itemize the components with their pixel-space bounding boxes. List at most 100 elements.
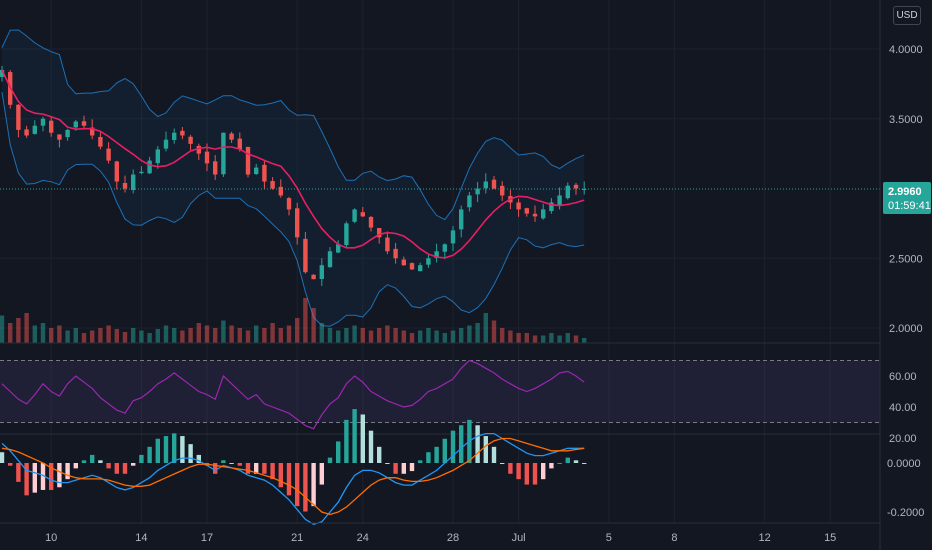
volume-bar <box>204 325 210 343</box>
candle-body <box>254 167 259 175</box>
macd-signal-line <box>1 437 585 516</box>
volume-bar <box>500 328 505 343</box>
candle-body <box>336 244 341 253</box>
candle-body <box>237 138 242 150</box>
volume-bar <box>409 333 415 343</box>
volume-bar <box>385 325 390 343</box>
candle-body <box>106 148 111 161</box>
candle-body <box>450 230 456 244</box>
volume-bar <box>377 328 382 343</box>
currency-button[interactable]: USD <box>893 6 921 25</box>
volume-bar <box>180 330 185 343</box>
volume-bar <box>541 335 546 343</box>
candle-body <box>147 160 152 174</box>
volume-bar <box>360 328 365 343</box>
macd-histogram-bar <box>295 463 300 507</box>
macd-pane[interactable] <box>0 409 587 526</box>
volume-bar <box>139 330 144 343</box>
volume-bar <box>327 328 333 343</box>
candle-body <box>221 132 226 175</box>
time-tick-label: 14 <box>135 532 147 544</box>
time-axis-labels[interactable]: 10 14 17 21 24 28 Jul 5 8 12 15 <box>45 532 836 544</box>
candle-body <box>188 136 193 144</box>
volume-bar <box>40 323 46 343</box>
macd-histogram-bar <box>229 463 234 464</box>
macd-histogram-bar <box>327 457 333 463</box>
volume-bar <box>16 318 21 343</box>
macd-histogram-bar <box>565 457 570 463</box>
volume-bar <box>245 330 251 343</box>
candle-body <box>295 208 300 238</box>
candle-body <box>81 121 87 126</box>
volume-bar <box>57 325 62 343</box>
candle-body <box>573 184 579 189</box>
candle-body <box>532 213 538 217</box>
candle-body <box>491 179 497 189</box>
time-tick-label: Jul <box>512 532 526 544</box>
volume-bar <box>491 320 497 343</box>
macd-histogram-bar <box>524 463 529 485</box>
volume-bar <box>221 320 226 343</box>
candle-body <box>204 151 210 164</box>
volume-bar <box>483 313 488 343</box>
macd-histogram-bar <box>541 463 546 480</box>
price-tick-label: 4.0000 <box>889 44 923 56</box>
macd-histogram-bar <box>401 463 406 474</box>
candle-body <box>393 248 398 259</box>
macd-histogram-bar <box>368 430 374 463</box>
candle-body <box>459 209 464 230</box>
volume-bar <box>147 333 152 343</box>
rsi-pane[interactable] <box>0 359 880 430</box>
macd-histogram-bar <box>434 446 439 463</box>
candle-body <box>565 185 570 199</box>
volume-bar <box>516 333 521 343</box>
candle-body <box>245 146 251 175</box>
volume-bar <box>32 325 37 343</box>
volume-bar <box>393 328 398 343</box>
candle-body <box>262 164 267 182</box>
candle-body <box>49 120 54 133</box>
candle-body <box>475 188 480 195</box>
grid-lines <box>0 0 880 523</box>
volume-bar <box>344 328 349 343</box>
candle-body <box>213 161 218 175</box>
candle-body <box>582 189 587 191</box>
candle-body <box>229 133 234 140</box>
candle-body <box>114 161 119 182</box>
candle-body <box>0 69 5 77</box>
candle-body <box>65 129 70 138</box>
price-axis-background[interactable] <box>880 0 932 550</box>
volume-bar <box>254 325 259 343</box>
macd-histogram-bar <box>114 463 119 474</box>
macd-histogram-bar <box>311 463 316 507</box>
volume-bar <box>262 328 267 343</box>
macd-histogram-bar <box>0 452 5 463</box>
macd-histogram-bar <box>459 425 464 463</box>
volume-bar <box>106 325 111 343</box>
macd-histogram-bar <box>393 463 398 474</box>
volume-bar <box>8 323 13 343</box>
volume-bar <box>90 330 95 343</box>
price-pane[interactable] <box>0 29 880 343</box>
bollinger-upper-line <box>1 29 585 221</box>
volume-bar <box>98 328 103 343</box>
candle-body <box>377 228 382 238</box>
macd-histogram-bar <box>500 463 505 464</box>
candle-body <box>139 171 144 174</box>
rsi-tick-label: 40.00 <box>889 402 917 414</box>
macd-histogram-bar <box>188 444 193 463</box>
volume-bar <box>0 315 5 343</box>
macd-histogram-bar <box>180 436 185 463</box>
volume-bar <box>188 328 193 343</box>
volume-bar <box>286 325 292 343</box>
macd-histogram-bar <box>172 433 177 463</box>
volume-bar <box>467 325 472 343</box>
volume-bar <box>278 328 283 343</box>
time-tick-label: 15 <box>824 532 836 544</box>
current-price-label: 2.9960 <box>888 186 922 198</box>
candle-body <box>549 202 554 212</box>
volume-bar <box>155 329 160 343</box>
macd-histogram-bar <box>163 436 169 463</box>
macd-histogram-bar <box>106 463 111 469</box>
